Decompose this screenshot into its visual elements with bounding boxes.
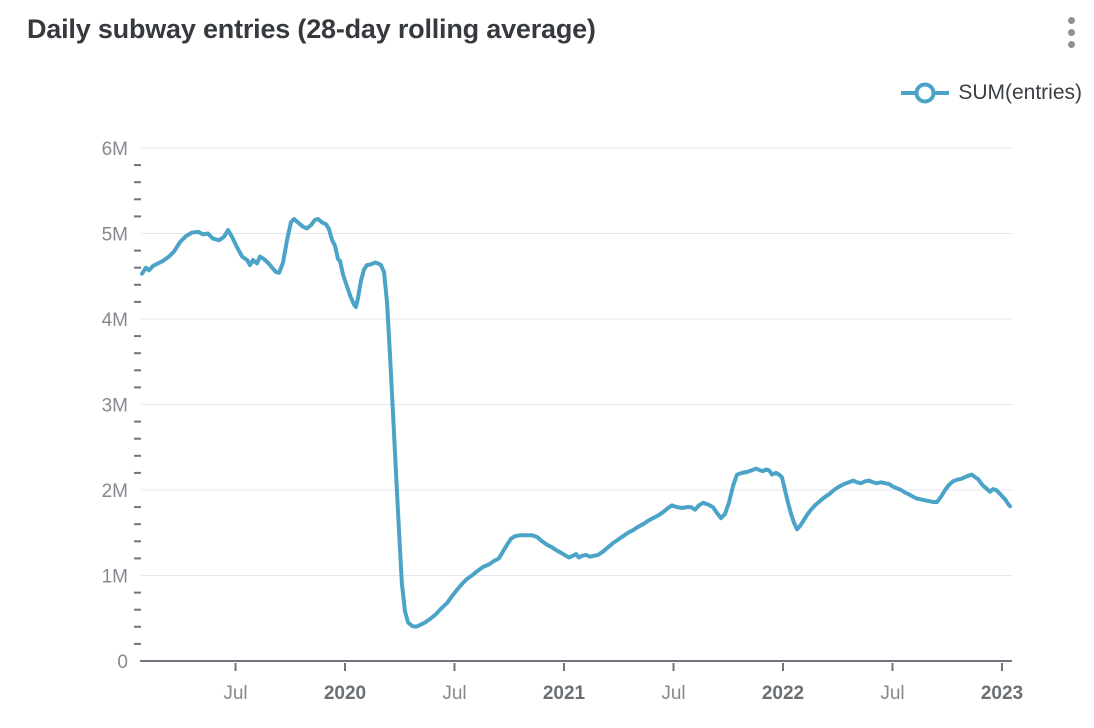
- y-axis-label: 3M: [102, 396, 128, 417]
- legend-line-circle-icon: [901, 82, 950, 104]
- x-axis-label: Jul: [661, 683, 685, 704]
- x-axis-label: 2020: [324, 683, 366, 704]
- legend-item-sum-entries[interactable]: SUM(entries): [901, 81, 1082, 105]
- x-axis-label: Jul: [223, 683, 247, 704]
- y-axis-label: 0: [117, 652, 128, 673]
- y-axis-label: 4M: [102, 310, 128, 331]
- kebab-dot-icon: [1067, 16, 1075, 24]
- x-axis-label: 2022: [762, 683, 804, 704]
- y-axis-label: 1M: [102, 567, 128, 588]
- y-axis-label: 6M: [102, 139, 128, 160]
- x-axis-label: Jul: [880, 683, 904, 704]
- series-line-sum-entries[interactable]: [140, 217, 1013, 629]
- y-axis-label: 5M: [102, 225, 128, 246]
- x-axis-label: 2023: [981, 683, 1023, 704]
- y-axis-label: 2M: [102, 481, 128, 502]
- legend-label: SUM(entries): [958, 81, 1082, 104]
- x-axis-label: Jul: [442, 683, 466, 704]
- page-title: Daily subway entries (28-day rolling ave…: [27, 14, 596, 44]
- kebab-dot-icon: [1067, 28, 1075, 36]
- x-axis-label: 2021: [543, 683, 586, 704]
- more-options-button[interactable]: [1059, 12, 1083, 52]
- kebab-dot-icon: [1067, 40, 1075, 48]
